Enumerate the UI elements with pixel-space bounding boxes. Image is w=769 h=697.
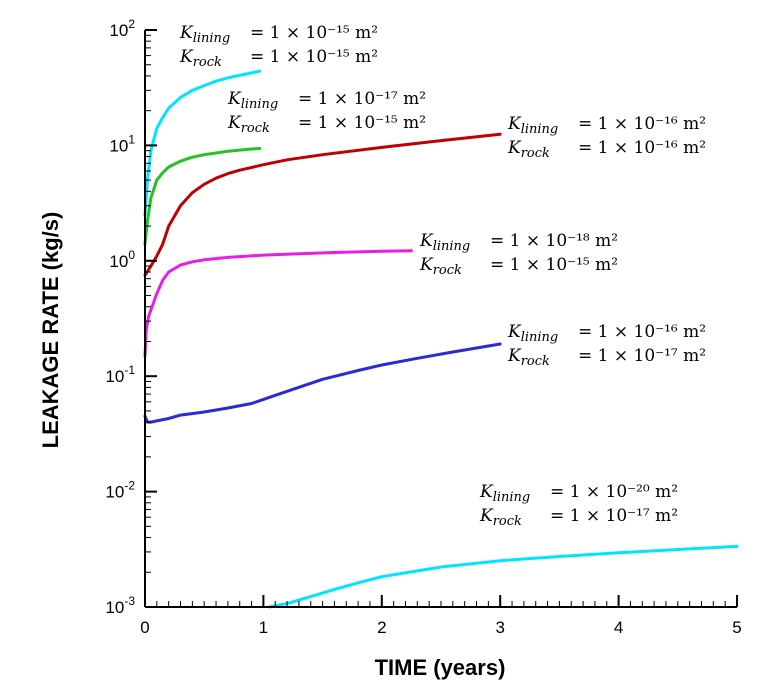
annotation-rock-line: Krock = 1 × 10⁻¹⁷ m² xyxy=(479,506,678,529)
annotation-rock-line: Krock = 1 × 10⁻¹⁶ m² xyxy=(507,138,706,161)
annotation-lining-line: Klining = 1 × 10⁻¹⁵ m² xyxy=(179,23,378,46)
x-tick-label: 3 xyxy=(495,618,504,637)
x-axis-title: TIME (years) xyxy=(375,655,506,680)
series-line-3 xyxy=(143,132,502,277)
annotation-rock-line: Krock = 1 × 10⁻¹⁵ m² xyxy=(227,113,426,136)
series-line-5 xyxy=(143,342,502,424)
series-line-4 xyxy=(143,249,413,358)
annotation-rock-line: Krock = 1 × 10⁻¹⁷ m² xyxy=(507,346,706,369)
series-line-6 xyxy=(267,544,739,609)
annotation-lining-line: Klining = 1 × 10⁻¹⁶ m² xyxy=(507,322,706,345)
y-axis-title: LEAKAGE RATE (kg/s) xyxy=(38,212,63,449)
x-tick-label: 5 xyxy=(732,618,741,637)
annotation-lining-line: Klining = 1 × 10⁻¹⁸ m² xyxy=(419,231,618,254)
y-tick-label: 10-1 xyxy=(105,363,135,386)
y-tick-label: 10-3 xyxy=(105,594,135,617)
annotation-lining-line: Klining = 1 × 10⁻¹⁶ m² xyxy=(507,114,706,137)
annotation-lining-line: Klining = 1 × 10⁻²⁰ m² xyxy=(479,482,678,505)
series-layer xyxy=(143,69,739,609)
x-tick-label: 0 xyxy=(140,618,149,637)
ticks-layer: 0 1 2 3 4 5 102 101 100 10-1 10-2 10-3 xyxy=(105,17,741,637)
y-tick-label: 101 xyxy=(109,132,135,155)
y-tick-label: 100 xyxy=(109,248,135,271)
x-tick-label: 4 xyxy=(614,618,623,637)
x-tick-label: 2 xyxy=(377,618,386,637)
x-tick-label: 1 xyxy=(259,618,268,637)
series-line-1 xyxy=(143,69,262,217)
y-tick-label: 10-2 xyxy=(105,479,135,502)
annotation-rock-line: Krock = 1 × 10⁻¹⁵ m² xyxy=(419,255,618,278)
annotation-rock-line: Krock = 1 × 10⁻¹⁵ m² xyxy=(179,47,378,70)
annotation-lining-line: Klining = 1 × 10⁻¹⁷ m² xyxy=(227,89,426,112)
y-tick-label: 102 xyxy=(109,17,135,40)
series-line-2 xyxy=(143,147,262,246)
